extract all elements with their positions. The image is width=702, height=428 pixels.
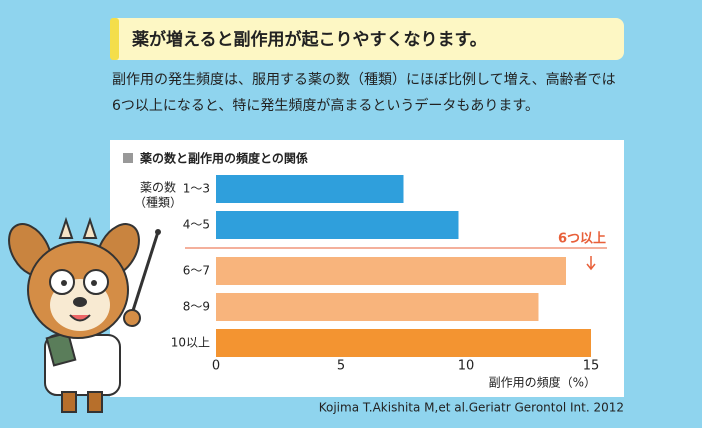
y-tick-label: 6〜7 (183, 264, 210, 278)
source: Kojima T.Akishita M,et al.Geriatr Geront… (319, 401, 624, 415)
mascot (8, 216, 161, 413)
y-tick-label: 8〜9 (183, 300, 210, 314)
title-marker (123, 153, 133, 163)
x-tick-label: 0 (212, 359, 220, 374)
intro-line: 6つ以上になると、特に発生頻度が高まるというデータもあります。 (112, 97, 539, 114)
x-tick-label: 10 (458, 359, 475, 374)
y-tick-label: 10以上 (171, 336, 210, 350)
y-tick-label: 4〜5 (183, 218, 210, 232)
bar (216, 257, 566, 285)
y-axis-label: 薬の数 (140, 180, 176, 195)
intro-line: 副作用の発生頻度は、服用する薬の数（種類）にほぼ比例して増え、高齢者では (112, 71, 616, 88)
x-tick-label: 5 (337, 359, 345, 374)
annotation-arrow (586, 256, 596, 271)
bar (216, 329, 591, 357)
chart-title: 薬の数と副作用の頻度との関係 (140, 151, 308, 166)
bar (216, 175, 404, 203)
banner-title: 薬が増えると副作用が起こりやすくなります。 (132, 29, 487, 50)
banner (110, 18, 624, 60)
bar (216, 211, 459, 239)
y-tick-label: 1〜3 (183, 182, 210, 196)
x-tick-label: 15 (583, 359, 600, 374)
bar (216, 293, 539, 321)
banner-accent (110, 18, 119, 60)
annotation: 6つ以上 (558, 232, 606, 247)
x-axis-label: 副作用の頻度（%） (489, 375, 596, 390)
y-axis-label: （種類） (134, 196, 182, 210)
